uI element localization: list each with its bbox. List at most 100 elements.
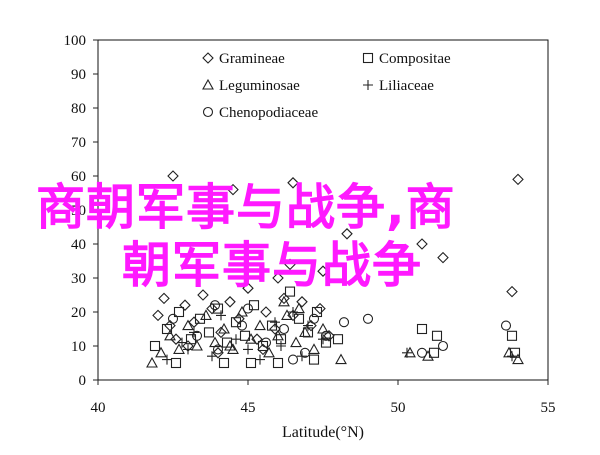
chenopodiaceae-point xyxy=(299,347,311,358)
chenopodiaceae-point xyxy=(500,320,512,331)
gramineae-point xyxy=(437,251,449,264)
series-liliaceae xyxy=(162,307,517,365)
chenopodiaceae-point xyxy=(308,313,320,324)
legend-marker-liliaceae xyxy=(363,80,373,90)
chenopodiaceae-point xyxy=(167,313,179,324)
compositae-point xyxy=(293,313,305,324)
gramineae-point xyxy=(287,309,299,322)
compositae-point xyxy=(416,323,428,335)
compositae-point xyxy=(311,306,323,318)
gramineae-point xyxy=(212,347,224,359)
x-tick-label: 45 xyxy=(241,400,256,416)
legend-item-chenopodiaceae: Chenopodiaceae xyxy=(202,105,318,121)
gramineae-point xyxy=(416,238,428,250)
series-compositae xyxy=(149,286,521,369)
compositae-point xyxy=(203,327,215,338)
legend-label: Gramineae xyxy=(219,51,285,67)
leguminosae-point xyxy=(173,343,185,354)
legend-marker-gramineae xyxy=(202,52,214,64)
y-tick-label: 80 xyxy=(71,101,86,117)
y-tick-label: 60 xyxy=(71,169,86,185)
leguminosae-point xyxy=(299,326,311,337)
gramineae-point xyxy=(188,316,200,328)
gramineae-point xyxy=(251,333,263,345)
legend-label: Chenopodiaceae xyxy=(219,105,318,121)
compositae-point xyxy=(308,354,320,365)
compositae-point xyxy=(509,347,521,358)
leguminosae-point xyxy=(281,309,293,320)
leguminosae-point xyxy=(512,353,524,365)
gramineae-point xyxy=(233,313,245,325)
legend: Gramineae Compositae Leguminosae Liliaceae C… xyxy=(202,51,451,121)
legend-item-compositae: Compositae xyxy=(362,51,451,67)
y-tick-label: 70 xyxy=(71,135,86,151)
liliaceae-point xyxy=(177,337,187,348)
compositae-point xyxy=(185,334,197,345)
gramineae-point xyxy=(284,258,296,271)
y-tick-label: 0 xyxy=(79,373,87,389)
compositae-point xyxy=(149,340,161,352)
chenopodiaceae-point xyxy=(260,337,272,348)
y-tick-label: 50 xyxy=(71,203,86,219)
y-tick-label: 10 xyxy=(71,339,86,355)
axes: 0 10 20 30 40 50 60 70 80 90 100 40 45 50 55 xyxy=(64,33,556,416)
x-tick-label: 40 xyxy=(91,400,106,416)
compositae-point xyxy=(161,323,173,335)
liliaceae-point xyxy=(402,347,412,358)
liliaceae-point xyxy=(207,351,217,362)
leguminosae-point xyxy=(335,353,347,365)
chenopodiaceae-point xyxy=(209,300,221,311)
leguminosae-point xyxy=(200,309,212,320)
compositae-point xyxy=(218,357,230,369)
series-gramineae xyxy=(152,170,524,359)
overlay-text-line-2: 朝军事与战争 xyxy=(122,237,423,294)
liliaceae-point xyxy=(303,320,313,331)
leguminosae-point xyxy=(164,329,176,341)
gramineae-point xyxy=(197,289,209,301)
compositae-point xyxy=(284,286,296,297)
chenopodiaceae-point xyxy=(320,330,332,341)
leguminosae-point xyxy=(254,319,266,331)
leguminosae-point xyxy=(278,295,290,307)
legend-label: Compositae xyxy=(379,51,451,67)
leguminosae-point xyxy=(290,336,302,348)
compositae-point xyxy=(173,306,185,318)
compositae-point xyxy=(212,303,224,314)
gramineae-point xyxy=(227,183,239,196)
liliaceae-point xyxy=(288,307,298,317)
gramineae-point xyxy=(341,228,353,240)
chenopodiaceae-point xyxy=(338,317,350,328)
gramineae-point xyxy=(170,333,182,345)
gramineae-point xyxy=(314,302,326,315)
compositae-point xyxy=(506,330,518,341)
series-chenopodiaceae xyxy=(167,300,512,365)
compositae-point xyxy=(248,300,260,311)
leguminosae-point xyxy=(155,346,167,358)
y-tick-label: 40 xyxy=(71,237,86,253)
gramineae-point xyxy=(242,282,254,294)
gramineae-point xyxy=(506,285,518,298)
legend-item-gramineae: Gramineae xyxy=(202,51,285,67)
compositae-point xyxy=(194,313,206,324)
chenopodiaceae-point xyxy=(437,340,449,352)
compositae-point xyxy=(332,334,344,345)
liliaceae-point xyxy=(507,351,517,362)
legend-marker-leguminosae xyxy=(202,78,214,90)
gramineae-point xyxy=(158,292,170,305)
compositae-point xyxy=(320,337,332,348)
y-tick-label: 100 xyxy=(64,33,87,49)
gramineae-point xyxy=(152,309,164,322)
gramineae-point xyxy=(317,265,329,277)
gramineae-point xyxy=(257,343,269,356)
compositae-point xyxy=(230,317,242,328)
leguminosae-point xyxy=(224,339,236,351)
chenopodiaceae-point xyxy=(287,354,299,365)
leguminosae-point xyxy=(263,346,275,358)
x-tick-label: 55 xyxy=(541,400,556,416)
leguminosae-point xyxy=(218,322,230,334)
gramineae-point xyxy=(179,299,191,311)
leguminosae-point xyxy=(272,329,284,341)
gramineae-point xyxy=(167,170,179,182)
x-axis-title: Latitude(°N) xyxy=(282,424,364,441)
